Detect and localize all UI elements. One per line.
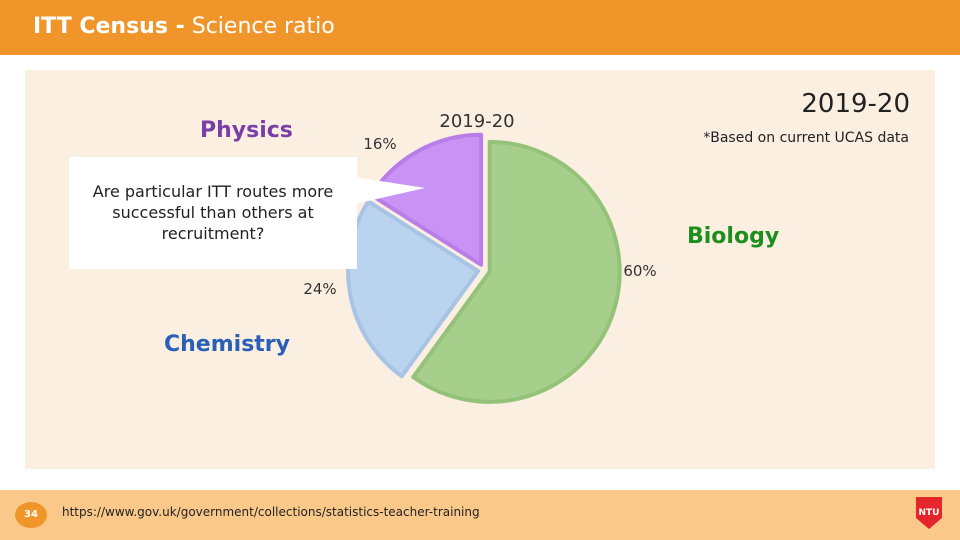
pie-slice-chemistry bbox=[346, 199, 481, 379]
source-link[interactable]: https://www.gov.uk/government/collection… bbox=[62, 505, 480, 519]
subject-label-chemistry: Chemistry bbox=[164, 332, 290, 357]
pie-slices bbox=[346, 132, 622, 404]
data-label-physics: 16% bbox=[363, 135, 396, 153]
subject-label-biology: Biology bbox=[687, 224, 780, 249]
data-label-biology: 60% bbox=[623, 262, 656, 280]
year-heading: 2019-20 bbox=[801, 89, 910, 119]
callout-box bbox=[69, 157, 357, 269]
callout-question: Are particular ITT routes more successfu… bbox=[92, 182, 334, 243]
header-bar: ITT Census - Science ratio bbox=[0, 0, 960, 55]
ntu-logo: NTU bbox=[916, 497, 942, 529]
slide-title-bold: ITT Census - bbox=[33, 14, 185, 39]
chart-title: 2019-20 bbox=[439, 111, 514, 132]
footer-bar bbox=[0, 490, 960, 540]
pie-slice-biology bbox=[411, 139, 622, 404]
slide-title-rest: Science ratio bbox=[191, 14, 335, 39]
data-label-chemistry: 24% bbox=[303, 280, 336, 298]
ucas-note: *Based on current UCAS data bbox=[703, 130, 909, 146]
slide-title: ITT Census - Science ratio bbox=[33, 14, 335, 39]
svg-text:NTU: NTU bbox=[919, 508, 940, 518]
page-number-badge: 34 bbox=[15, 502, 47, 528]
subject-label-physics: Physics bbox=[200, 118, 293, 143]
